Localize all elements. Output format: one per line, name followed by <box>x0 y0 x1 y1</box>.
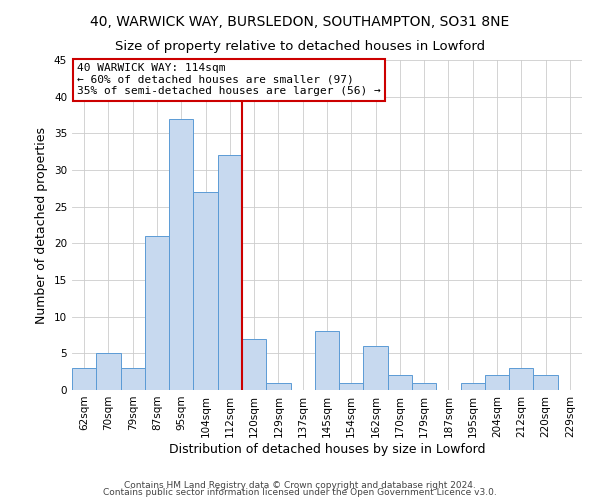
Bar <box>218 156 242 390</box>
Bar <box>364 346 388 390</box>
Bar <box>242 338 266 390</box>
Bar <box>72 368 96 390</box>
Bar <box>461 382 485 390</box>
Bar <box>266 382 290 390</box>
Bar <box>533 376 558 390</box>
Bar <box>145 236 169 390</box>
Bar <box>121 368 145 390</box>
Text: 40, WARWICK WAY, BURSLEDON, SOUTHAMPTON, SO31 8NE: 40, WARWICK WAY, BURSLEDON, SOUTHAMPTON,… <box>91 15 509 29</box>
Bar <box>339 382 364 390</box>
Text: 40 WARWICK WAY: 114sqm
← 60% of detached houses are smaller (97)
35% of semi-det: 40 WARWICK WAY: 114sqm ← 60% of detached… <box>77 64 381 96</box>
Y-axis label: Number of detached properties: Number of detached properties <box>35 126 49 324</box>
X-axis label: Distribution of detached houses by size in Lowford: Distribution of detached houses by size … <box>169 442 485 456</box>
Text: Size of property relative to detached houses in Lowford: Size of property relative to detached ho… <box>115 40 485 53</box>
Bar <box>169 118 193 390</box>
Bar <box>193 192 218 390</box>
Bar <box>315 332 339 390</box>
Bar <box>96 354 121 390</box>
Text: Contains HM Land Registry data © Crown copyright and database right 2024.: Contains HM Land Registry data © Crown c… <box>124 480 476 490</box>
Bar <box>412 382 436 390</box>
Bar <box>388 376 412 390</box>
Bar <box>485 376 509 390</box>
Bar <box>509 368 533 390</box>
Text: Contains public sector information licensed under the Open Government Licence v3: Contains public sector information licen… <box>103 488 497 497</box>
